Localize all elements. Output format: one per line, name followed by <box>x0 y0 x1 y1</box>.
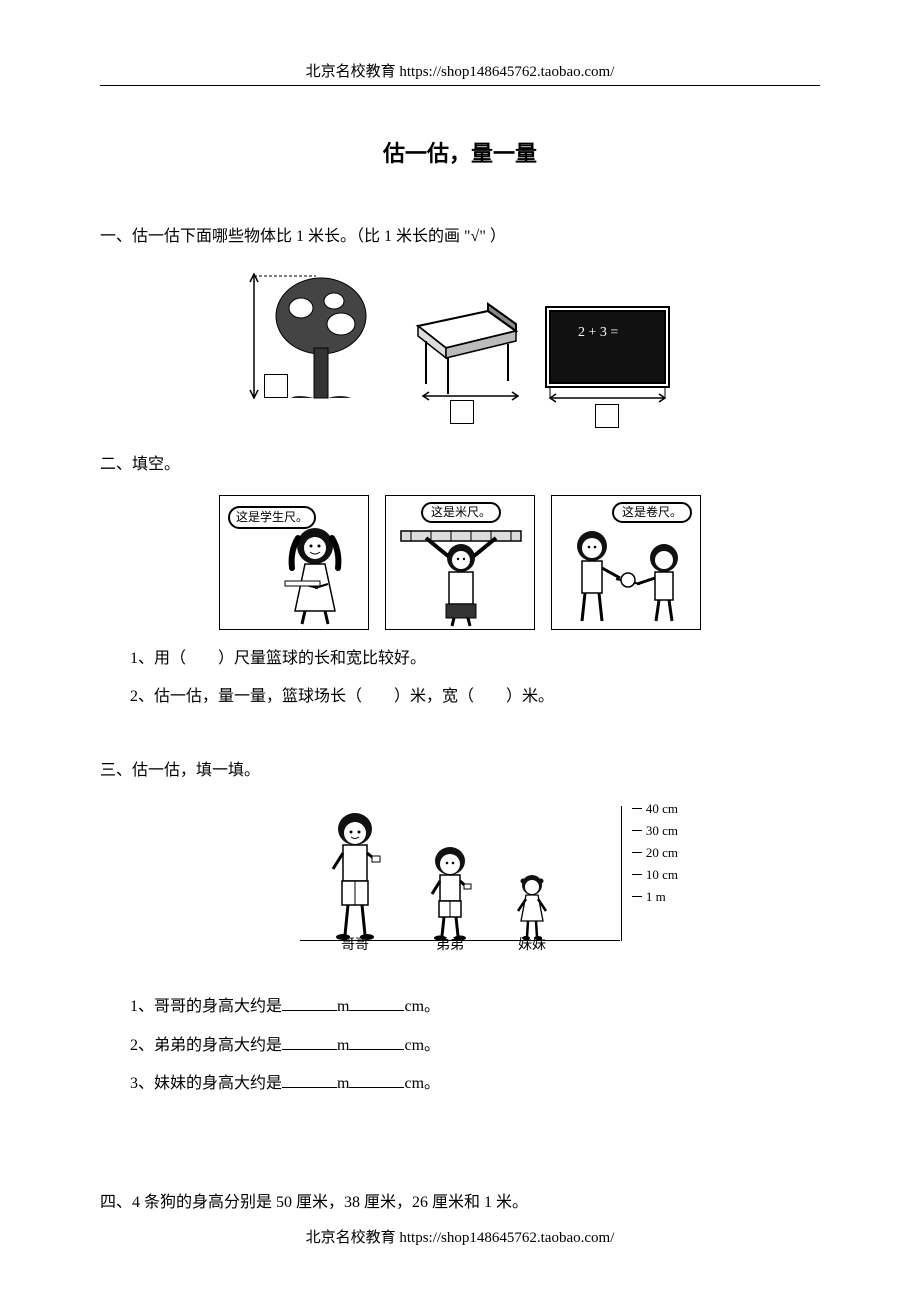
scale-tick: 20 cm <box>632 842 678 864</box>
unit-cm: cm。 <box>404 1037 440 1054</box>
student-ruler-panel: 这是学生尺。 <box>219 495 369 630</box>
scale-tick: 40 cm <box>632 798 678 820</box>
scale-tick: 10 cm <box>632 864 678 886</box>
q1-blank-m[interactable] <box>282 993 337 1011</box>
section-4: 四、4 条狗的身高分别是 50 厘米，38 厘米，26 厘米和 1 米。 <box>100 1184 820 1222</box>
page-header: 北京名校教育 https://shop148645762.taobao.com/ <box>100 60 820 85</box>
section-2-panels: 这是学生尺。 这是米尺。 <box>100 495 820 630</box>
page-footer: 北京名校教育 https://shop148645762.taobao.com/ <box>0 1226 920 1247</box>
elder-brother-figure <box>328 811 383 941</box>
unit-cm: cm。 <box>404 998 440 1015</box>
section-3: 三、估一估，填一填。 40 cm 30 cm 20 cm 10 cm 1 m <box>100 752 820 1104</box>
q3-text: 3、妹妹的身高大约是 <box>130 1075 282 1092</box>
section-3-q2: 2、弟弟的身高大约是 m cm。 <box>100 1027 820 1065</box>
scale-tick: 30 cm <box>632 820 678 842</box>
q2-blank-m[interactable] <box>282 1032 337 1050</box>
younger-brother-label: 弟弟 <box>436 929 464 963</box>
section-2: 二、填空。 这是学生尺。 <box>100 446 820 716</box>
meter-ruler-panel: 这是米尺。 <box>385 495 535 630</box>
board-equation: 2 + 3 = <box>578 325 618 340</box>
section-3-q3: 3、妹妹的身高大约是 m cm。 <box>100 1065 820 1103</box>
section-3-q1: 1、哥哥的身高大约是 m cm。 <box>100 988 820 1026</box>
unit-m: m <box>337 1075 349 1092</box>
section-1: 一、估一估下面哪些物体比 1 米长。（比 1 米长的画 "√" ） <box>100 218 820 406</box>
q3-blank-m[interactable] <box>282 1070 337 1088</box>
section-2-heading: 二、填空。 <box>100 446 820 484</box>
unit-m: m <box>337 998 349 1015</box>
q1-text: 1、哥哥的身高大约是 <box>130 998 282 1015</box>
elder-brother-label: 哥哥 <box>341 929 369 963</box>
unit-cm: cm。 <box>404 1075 440 1092</box>
q2-text: 2、弟弟的身高大约是 <box>130 1037 282 1054</box>
header-rule <box>100 85 820 86</box>
height-scale: 40 cm 30 cm 20 cm 10 cm 1 m <box>632 798 678 908</box>
section-2-q2: 2、估一估，量一量，篮球场长（ ）米，宽（ ）米。 <box>100 678 820 716</box>
scale-tick: 1 m <box>632 886 678 908</box>
desk-checkbox[interactable] <box>450 400 474 424</box>
desk-image <box>398 296 528 406</box>
height-diagram: 40 cm 30 cm 20 cm 10 cm 1 m <box>100 798 820 978</box>
section-1-images: 2 + 3 = <box>100 266 820 406</box>
page-title: 估一估，量一量 <box>100 136 820 168</box>
section-2-q1: 1、用（ ）尺量篮球的长和宽比较好。 <box>100 640 820 678</box>
q2-blank-cm[interactable] <box>349 1032 404 1050</box>
section-3-heading: 三、估一估，填一填。 <box>100 752 820 790</box>
younger-sister-label: 妹妹 <box>518 929 546 963</box>
q1-blank-cm[interactable] <box>349 993 404 1011</box>
tree-image <box>246 266 386 406</box>
section-1-heading: 一、估一估下面哪些物体比 1 米长。（比 1 米长的画 "√" ） <box>100 218 820 256</box>
unit-m: m <box>337 1037 349 1054</box>
tree-checkbox[interactable] <box>264 374 288 398</box>
blackboard-checkbox[interactable] <box>595 404 619 428</box>
tape-ruler-panel: 这是卷尺。 <box>551 495 701 630</box>
q3-blank-cm[interactable] <box>349 1070 404 1088</box>
scale-axis <box>621 806 622 941</box>
younger-brother-figure <box>426 846 474 941</box>
blackboard-image: 2 + 3 = <box>540 306 675 406</box>
section-4-heading: 四、4 条狗的身高分别是 50 厘米，38 厘米，26 厘米和 1 米。 <box>100 1184 820 1222</box>
